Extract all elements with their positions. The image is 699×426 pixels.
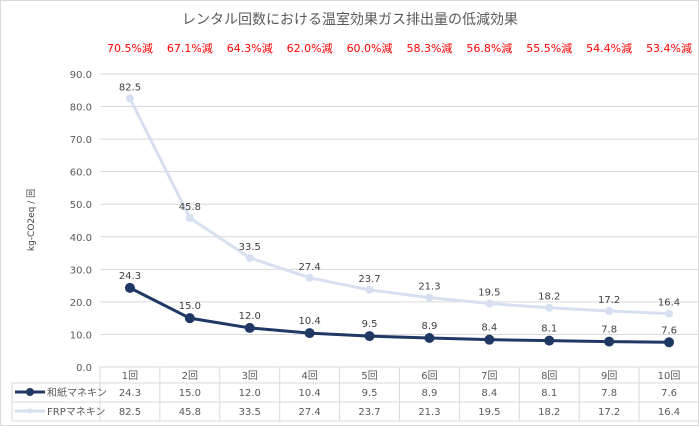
data-point: [484, 334, 495, 345]
series-line-washi: [129, 286, 670, 344]
table-cell: 27.4: [299, 407, 321, 418]
data-point: [425, 293, 434, 302]
data-point: [665, 309, 674, 318]
data-label: 19.5: [478, 288, 500, 299]
y-tick-label: 60.0: [70, 168, 92, 179]
data-point: [364, 331, 375, 342]
y-tick-label: 80.0: [70, 103, 92, 114]
data-point: [604, 336, 615, 347]
table-cell: 17.2: [598, 407, 620, 418]
data-label: 17.2: [598, 295, 620, 306]
data-point: [124, 282, 135, 293]
data-label: 82.5: [119, 82, 141, 93]
data-label: 9.5: [362, 319, 378, 330]
reduction-annotation: 56.8%減: [466, 41, 512, 55]
series-line-frp: [128, 97, 670, 316]
data-point: [544, 335, 555, 346]
x-tick-label: 10回: [658, 370, 681, 382]
data-label: 21.3: [418, 282, 440, 293]
data-label: 33.5: [239, 242, 261, 253]
table-cell: 8.9: [421, 388, 437, 399]
data-point: [485, 299, 494, 308]
data-label: 16.4: [658, 298, 680, 309]
data-point: [185, 213, 194, 222]
y-tick-label: 70.0: [70, 135, 92, 146]
data-label: 8.9: [421, 321, 437, 332]
reduction-annotation: 62.0%減: [287, 41, 333, 55]
data-point: [244, 322, 255, 333]
data-point: [365, 285, 374, 294]
data-point: [664, 337, 675, 348]
table-cell: 45.8: [179, 407, 201, 418]
data-label: 18.2: [538, 292, 560, 303]
legend-label: 和紙マネキン: [47, 386, 107, 399]
table-cell: 10.4: [299, 388, 321, 399]
data-point: [245, 253, 254, 262]
table-cell: 16.4: [658, 407, 680, 418]
y-tick-label: 20.0: [70, 298, 92, 309]
x-tick-label: 1回: [122, 370, 138, 382]
y-axis-label: kg-CO2eq / 回: [26, 189, 37, 251]
y-tick-label: 50.0: [70, 200, 92, 211]
data-label: 15.0: [179, 301, 201, 312]
data-label: 8.1: [541, 324, 557, 335]
reduction-annotation: 54.4%減: [586, 41, 632, 55]
table-cell: 21.3: [418, 407, 440, 418]
table-cell: 24.3: [119, 388, 141, 399]
data-label: 10.4: [299, 316, 321, 327]
legend-marker: [26, 388, 34, 396]
reduction-annotation: 58.3%減: [406, 41, 452, 55]
data-label: 45.8: [179, 202, 201, 213]
x-tick-label: 7回: [481, 370, 497, 382]
data-point: [184, 313, 195, 324]
reduction-annotation: 64.3%減: [227, 41, 273, 55]
table-cell: 12.0: [239, 388, 261, 399]
data-label: 8.4: [481, 323, 497, 334]
legend-marker: [27, 408, 33, 414]
x-tick-label: 4回: [301, 370, 317, 382]
x-tick-label: 2回: [182, 370, 198, 382]
table-cell: 15.0: [179, 388, 201, 399]
table-cell: 7.8: [601, 388, 617, 399]
data-label: 27.4: [299, 262, 321, 273]
table-cell: 19.5: [478, 407, 500, 418]
reduction-annotation: 53.4%減: [646, 41, 692, 55]
data-label: 24.3: [119, 271, 141, 282]
data-point: [125, 94, 134, 103]
y-tick-label: 0.0: [76, 363, 92, 374]
data-label: 23.7: [358, 274, 380, 285]
table-cell: 9.5: [362, 388, 378, 399]
table-cell: 18.2: [538, 407, 560, 418]
reduction-annotation: 67.1%減: [167, 41, 213, 55]
table-cell: 8.1: [541, 388, 557, 399]
x-tick-label: 8回: [541, 370, 557, 382]
data-point: [305, 273, 314, 282]
y-tick-label: 30.0: [70, 265, 92, 276]
table-cell: 33.5: [239, 407, 261, 418]
data-point: [545, 303, 554, 312]
data-label: 7.8: [601, 325, 617, 336]
x-tick-label: 5回: [361, 370, 377, 382]
x-tick-label: 6回: [421, 370, 437, 382]
data-label: 7.6: [661, 325, 677, 336]
table-cell: 82.5: [119, 407, 141, 418]
table-cell: 23.7: [358, 407, 380, 418]
data-point: [605, 307, 614, 316]
y-tick-label: 10.0: [70, 330, 92, 341]
data-label: 12.0: [239, 311, 261, 322]
table-cell: 7.6: [661, 388, 677, 399]
x-tick-label: 3回: [242, 370, 258, 382]
reduction-annotation: 70.5%減: [107, 41, 153, 55]
x-tick-label: 9回: [601, 370, 617, 382]
reduction-annotation: 55.5%減: [526, 41, 572, 55]
y-tick-label: 40.0: [70, 233, 92, 244]
reduction-annotation: 60.0%減: [347, 41, 393, 55]
data-point: [424, 333, 435, 344]
chart-title: レンタル回数における温室効果ガス排出量の低減効果: [182, 11, 518, 28]
table-cell: 8.4: [481, 388, 497, 399]
data-point: [304, 328, 315, 339]
legend-label: FRPマネキン: [47, 406, 105, 418]
y-tick-label: 90.0: [70, 70, 92, 81]
